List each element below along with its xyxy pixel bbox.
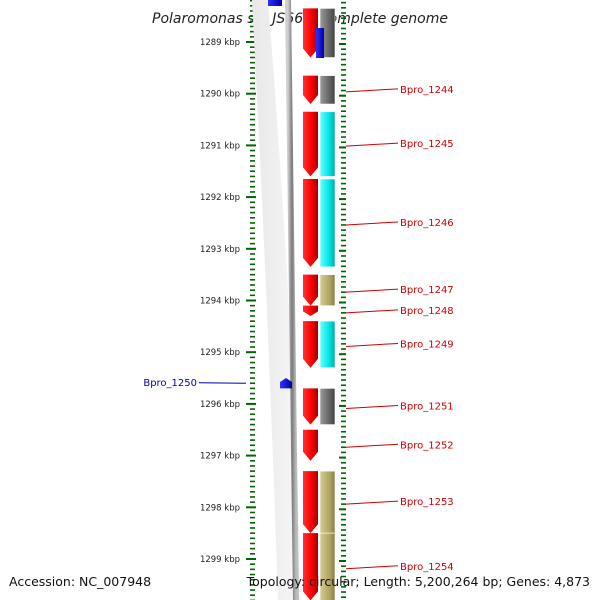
kbp-tick-label: 1295 kbp [200, 348, 240, 358]
gene-track [268, 0, 324, 600]
kbp-tick-label: 1298 kbp [200, 503, 240, 513]
cog-box-cyan [319, 111, 336, 177]
kbp-ruler: 1289 kbp 1290 kbp 1291 kbp 1292 kbp 1293 kbp… [200, 0, 346, 600]
kbp-tick-label: 1297 kbp [200, 452, 240, 462]
gene-arrow-forward [303, 274, 318, 306]
kbp-tick-label: 1296 kbp [200, 400, 240, 410]
gene-label: Bpro_1254 [400, 562, 454, 573]
gene-leader-line [345, 565, 399, 570]
gene-leader-line [345, 142, 399, 147]
kbp-tick-label: 1292 kbp [200, 193, 240, 203]
genome-backbone [252, 0, 302, 600]
kbp-tick-label: 1289 kbp [200, 38, 240, 48]
kbp-tick-label: 1294 kbp [200, 297, 240, 307]
gene-label: Bpro_1244 [400, 85, 454, 96]
gene-arrow-reverse [280, 378, 292, 389]
gene-arrow-forward [303, 75, 318, 105]
gene-labels: Bpro_1244 Bpro_1245 Bpro_1246 Bpro_1247 Bpro… [143, 85, 453, 573]
gene-label: Bpro_1250 [143, 378, 197, 389]
kbp-tick-label: 1299 kbp [200, 555, 240, 565]
backbone-track [252, 0, 302, 600]
cog-box-khaki [319, 470, 336, 534]
gene-leader-line [345, 309, 399, 314]
gene-arrow-forward [303, 533, 318, 600]
cog-box-khaki [319, 532, 336, 600]
cog-track [319, 8, 336, 600]
gene-label: Bpro_1248 [400, 306, 454, 317]
gene-leader-line [345, 221, 399, 226]
gene-arrow-forward [303, 179, 318, 267]
gene-arrow-forward [303, 305, 318, 317]
gene-leader-line [345, 500, 399, 505]
gene-arrow-forward [303, 321, 318, 368]
gene-leader-line [345, 288, 399, 293]
cog-box-gray [319, 388, 336, 425]
gene-arrow-reverse-partial [316, 28, 324, 58]
gene-label: Bpro_1246 [400, 218, 454, 229]
gene-leader-line [345, 443, 399, 448]
accession-label: Accession: NC_007948 [9, 574, 152, 589]
cog-box-khaki [319, 274, 336, 306]
cog-box-gray [319, 75, 336, 105]
gene-leader-line [345, 88, 399, 93]
gene-arrow-forward [303, 429, 318, 461]
gene-label: Bpro_1249 [400, 339, 454, 350]
gene-leader-line [345, 404, 399, 409]
map-title: Polaromonas sp. JS666, complete genome [152, 11, 448, 27]
gene-label: Bpro_1251 [400, 401, 454, 412]
backbone-line [285, 0, 299, 600]
kbp-tick-label: 1290 kbp [200, 90, 240, 100]
gene-leader-line [198, 382, 247, 384]
gene-arrow-forward [303, 8, 318, 58]
topology-summary: Topology: circular; Length: 5,200,264 bp… [246, 574, 590, 589]
gene-arrow-forward [303, 111, 318, 177]
gene-label: Bpro_1247 [400, 285, 454, 296]
gene-label: Bpro_1245 [400, 139, 454, 150]
kbp-tick-label: 1291 kbp [200, 141, 240, 151]
gene-label: Bpro_1252 [400, 440, 454, 451]
cog-box-cyan [319, 178, 336, 268]
gene-label: Bpro_1253 [400, 497, 454, 508]
cog-box-cyan [319, 320, 336, 369]
gene-arrow-forward [303, 471, 318, 534]
gene-arrow-forward [303, 388, 318, 425]
gene-arrow-reverse [268, 0, 282, 6]
gene-leader-line [345, 342, 399, 347]
kbp-tick-label: 1293 kbp [200, 245, 240, 255]
